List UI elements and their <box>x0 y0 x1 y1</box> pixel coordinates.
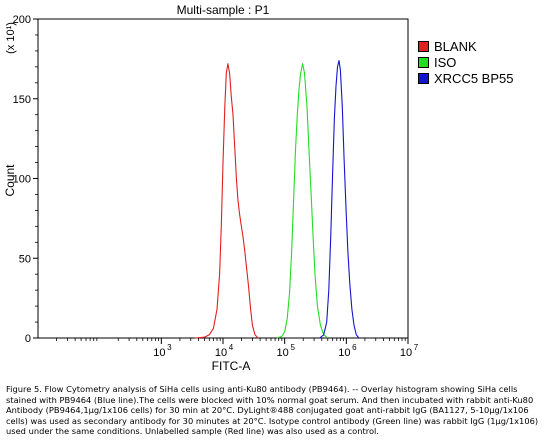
y-tick-label: 100 <box>13 174 31 186</box>
chart-title: Multi-sample : P1 <box>177 3 270 17</box>
series-line-blank <box>194 63 259 339</box>
histogram-chart: Multi-sample : P1 0 50 100 150 200 Count (x 10¹… <box>3 3 419 373</box>
x-tick-label: 10 <box>215 347 227 359</box>
legend-item: ISO <box>418 54 513 70</box>
legend-swatch <box>418 40 429 52</box>
figure-caption: Figure 5. Flow Cytometry analysis of SiH… <box>6 384 539 437</box>
legend: BLANK ISO XRCC5 BP55 <box>418 38 513 86</box>
x-tick-exponent: 4 <box>229 343 234 352</box>
series-line-xrcc5-bp55 <box>319 59 360 339</box>
x-tick-exponent: 7 <box>414 343 419 352</box>
y-tick-label: 50 <box>19 253 31 265</box>
x-tick-label: 10 <box>277 347 289 359</box>
legend-swatch <box>418 56 429 68</box>
legend-swatch <box>418 72 429 84</box>
x-tick-label: 10 <box>400 347 412 359</box>
x-tick-exponent: 3 <box>167 343 172 352</box>
y-tick-label: 150 <box>13 94 31 106</box>
series-line-iso <box>276 63 329 339</box>
legend-label: ISO <box>434 54 457 70</box>
y-scale-label: (x 10¹) <box>5 22 17 54</box>
legend-item: BLANK <box>418 38 513 54</box>
x-tick-label: 10 <box>153 347 165 359</box>
x-tick-exponent: 5 <box>290 343 295 352</box>
y-axis-label: Count <box>3 164 17 197</box>
x-axis-label: FITC-A <box>212 359 251 373</box>
x-tick-exponent: 6 <box>352 343 357 352</box>
x-tick-label: 10 <box>338 347 350 359</box>
legend-item: XRCC5 BP55 <box>418 70 513 86</box>
legend-label: XRCC5 BP55 <box>434 70 514 86</box>
legend-label: BLANK <box>434 38 477 54</box>
y-tick-label: 200 <box>13 14 31 26</box>
y-tick-label: 0 <box>25 333 31 345</box>
